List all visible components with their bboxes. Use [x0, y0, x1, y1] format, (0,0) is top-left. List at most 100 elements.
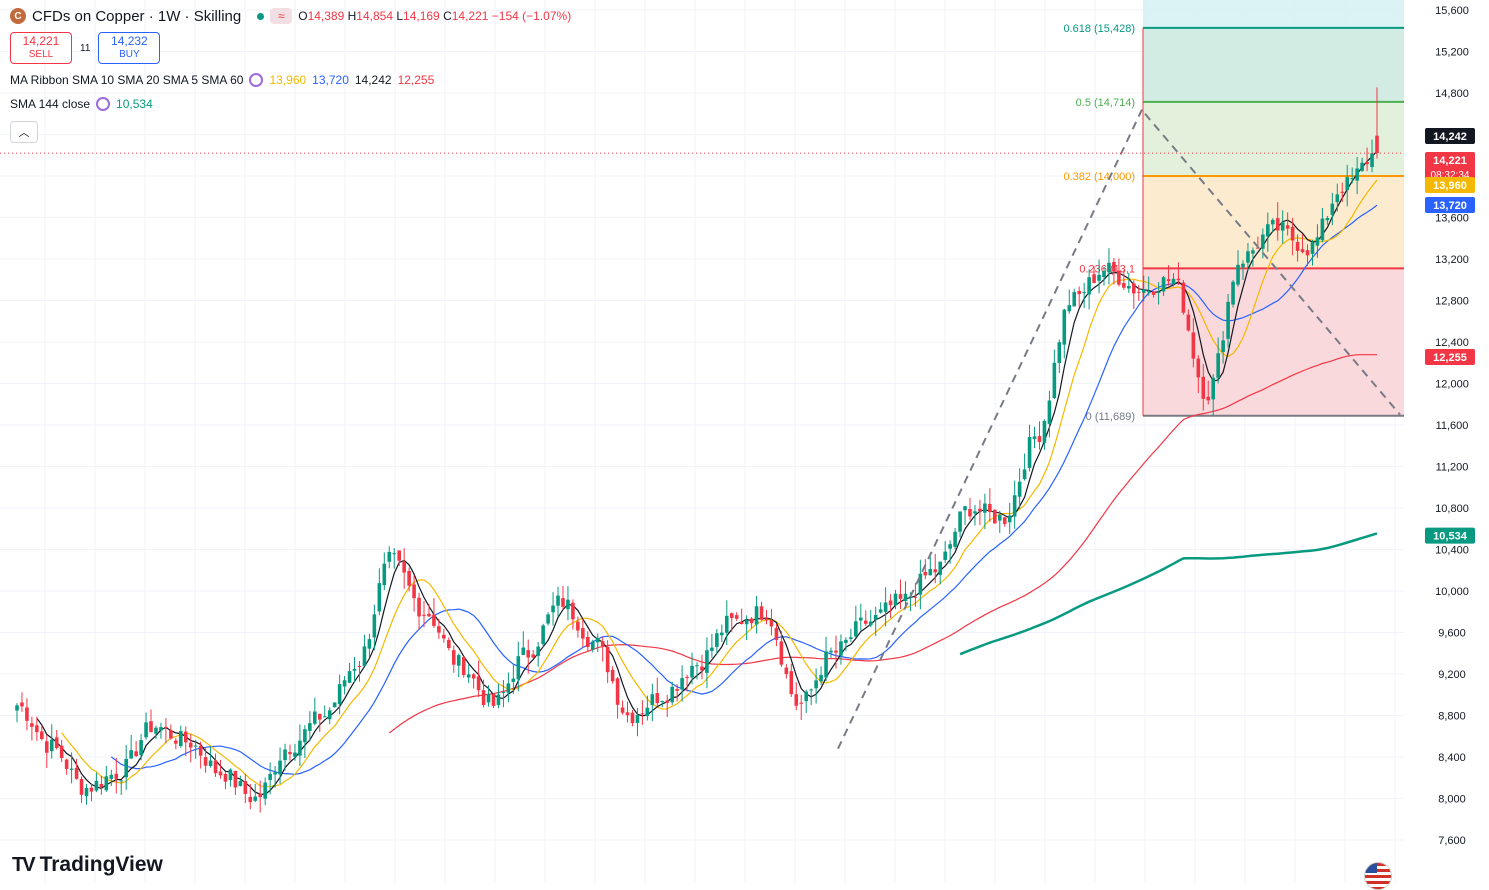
price-tick-label: 15,600	[1435, 5, 1469, 17]
tradingview-logo-icon: TV	[12, 853, 36, 876]
candle-body	[149, 721, 153, 733]
candle-body	[814, 680, 818, 689]
candle-body	[948, 544, 952, 549]
candle-body	[511, 678, 516, 682]
symbol-title[interactable]: CFDs on Copper · 1W · Skilling	[32, 7, 242, 25]
market-open-dot-icon	[257, 12, 265, 20]
candle-body	[134, 751, 138, 757]
candle-body	[660, 701, 665, 703]
candle-body	[124, 758, 128, 778]
candle-body	[223, 773, 228, 782]
candle-body	[273, 772, 277, 775]
candle-body	[412, 584, 416, 599]
sma144-value: 10,534	[116, 97, 153, 111]
candle-body	[377, 583, 382, 612]
candle-body	[968, 509, 972, 517]
collapse-legend-button[interactable]: ︿	[10, 121, 38, 143]
sma20-value: 13,720	[312, 73, 349, 87]
buy-button[interactable]: 14,232 BUY	[98, 32, 161, 64]
candle-body	[1261, 234, 1265, 249]
candle-body	[804, 691, 808, 702]
copper-symbol-icon: C	[10, 8, 26, 24]
candle-body	[1057, 342, 1062, 363]
candle-body	[1355, 168, 1359, 181]
price-label-bg	[1425, 349, 1475, 366]
trend-line-down	[1144, 113, 1401, 416]
candle-body	[581, 628, 585, 639]
candle-body	[943, 551, 947, 560]
candle-body	[695, 665, 699, 667]
sell-button[interactable]: 14,221 SELL	[10, 32, 72, 64]
candle-body	[978, 508, 982, 512]
candle-body	[417, 597, 421, 617]
candle-body	[1360, 162, 1364, 171]
indicator-sma144[interactable]: SMA 144 close 10,534	[10, 97, 153, 111]
candle-body	[1067, 305, 1072, 312]
candle-body	[526, 650, 531, 658]
candle-body	[1315, 237, 1320, 246]
chevron-up-icon: ︿	[18, 127, 30, 139]
indicator-settings-icon[interactable]	[249, 73, 264, 87]
indicator-ma-ribbon[interactable]: MA Ribbon SMA 10 SMA 20 SMA 5 SMA 60 13,…	[10, 73, 434, 87]
us-flag-icon[interactable]	[1364, 862, 1392, 890]
candle-body	[566, 599, 570, 610]
candle-body	[521, 647, 526, 655]
candle-body	[169, 730, 173, 739]
candle-body	[233, 770, 238, 788]
candle-body	[1022, 469, 1027, 480]
candle-body	[630, 712, 635, 724]
price-axis-bg	[1404, 0, 1489, 883]
price-tick-label: 7,600	[1438, 835, 1466, 847]
fib-level-label: 0 (11,689)	[1086, 411, 1135, 423]
indicator-settings-icon[interactable]	[96, 97, 111, 111]
price-label-bg	[1425, 177, 1475, 193]
candle-body	[561, 598, 565, 607]
candle-body	[451, 650, 456, 665]
candle-body	[342, 680, 347, 687]
candle-body	[1290, 226, 1295, 241]
candle-body	[690, 665, 694, 678]
candle-body	[1141, 289, 1146, 293]
candle-body	[253, 796, 258, 801]
sma20-line	[110, 204, 1378, 775]
candle-body	[610, 669, 615, 682]
candle-body	[595, 638, 600, 643]
candle-body	[868, 621, 873, 626]
candle-body	[193, 745, 198, 747]
candle-body	[228, 769, 233, 781]
sma60-line	[388, 354, 1377, 734]
price-label-text: 10,534	[1433, 531, 1468, 543]
candle-body	[1012, 495, 1017, 517]
candle-body	[849, 637, 853, 639]
candle-body	[705, 650, 709, 673]
candle-body	[1325, 217, 1330, 221]
candle-body	[620, 707, 625, 713]
candle-body	[670, 686, 674, 703]
candle-body	[1246, 251, 1250, 263]
candle-body	[1122, 282, 1126, 288]
candle-body	[1320, 218, 1325, 241]
candle-body	[466, 674, 471, 678]
candle-body	[456, 655, 461, 666]
candle-body	[1047, 400, 1052, 424]
candle-body	[625, 712, 630, 716]
approx-icon[interactable]: ≈	[270, 8, 293, 24]
candle-body	[59, 745, 64, 758]
candle-body	[675, 689, 679, 691]
candle-body	[218, 771, 223, 776]
candle-body	[84, 788, 89, 797]
tradingview-logo[interactable]: TV TradingView	[12, 853, 163, 877]
candle-body	[248, 796, 253, 803]
price-tick-label: 8,400	[1438, 752, 1466, 764]
candle-body	[1037, 436, 1042, 443]
candle-body	[734, 615, 739, 619]
candle-body	[1136, 291, 1141, 293]
candle-body	[238, 781, 243, 787]
candle-body	[1335, 194, 1340, 203]
candle-body	[74, 767, 79, 779]
candle-body	[188, 742, 193, 748]
candle-body	[1226, 301, 1230, 339]
candle-body	[858, 617, 863, 621]
logo-text: TradingView	[39, 853, 163, 876]
